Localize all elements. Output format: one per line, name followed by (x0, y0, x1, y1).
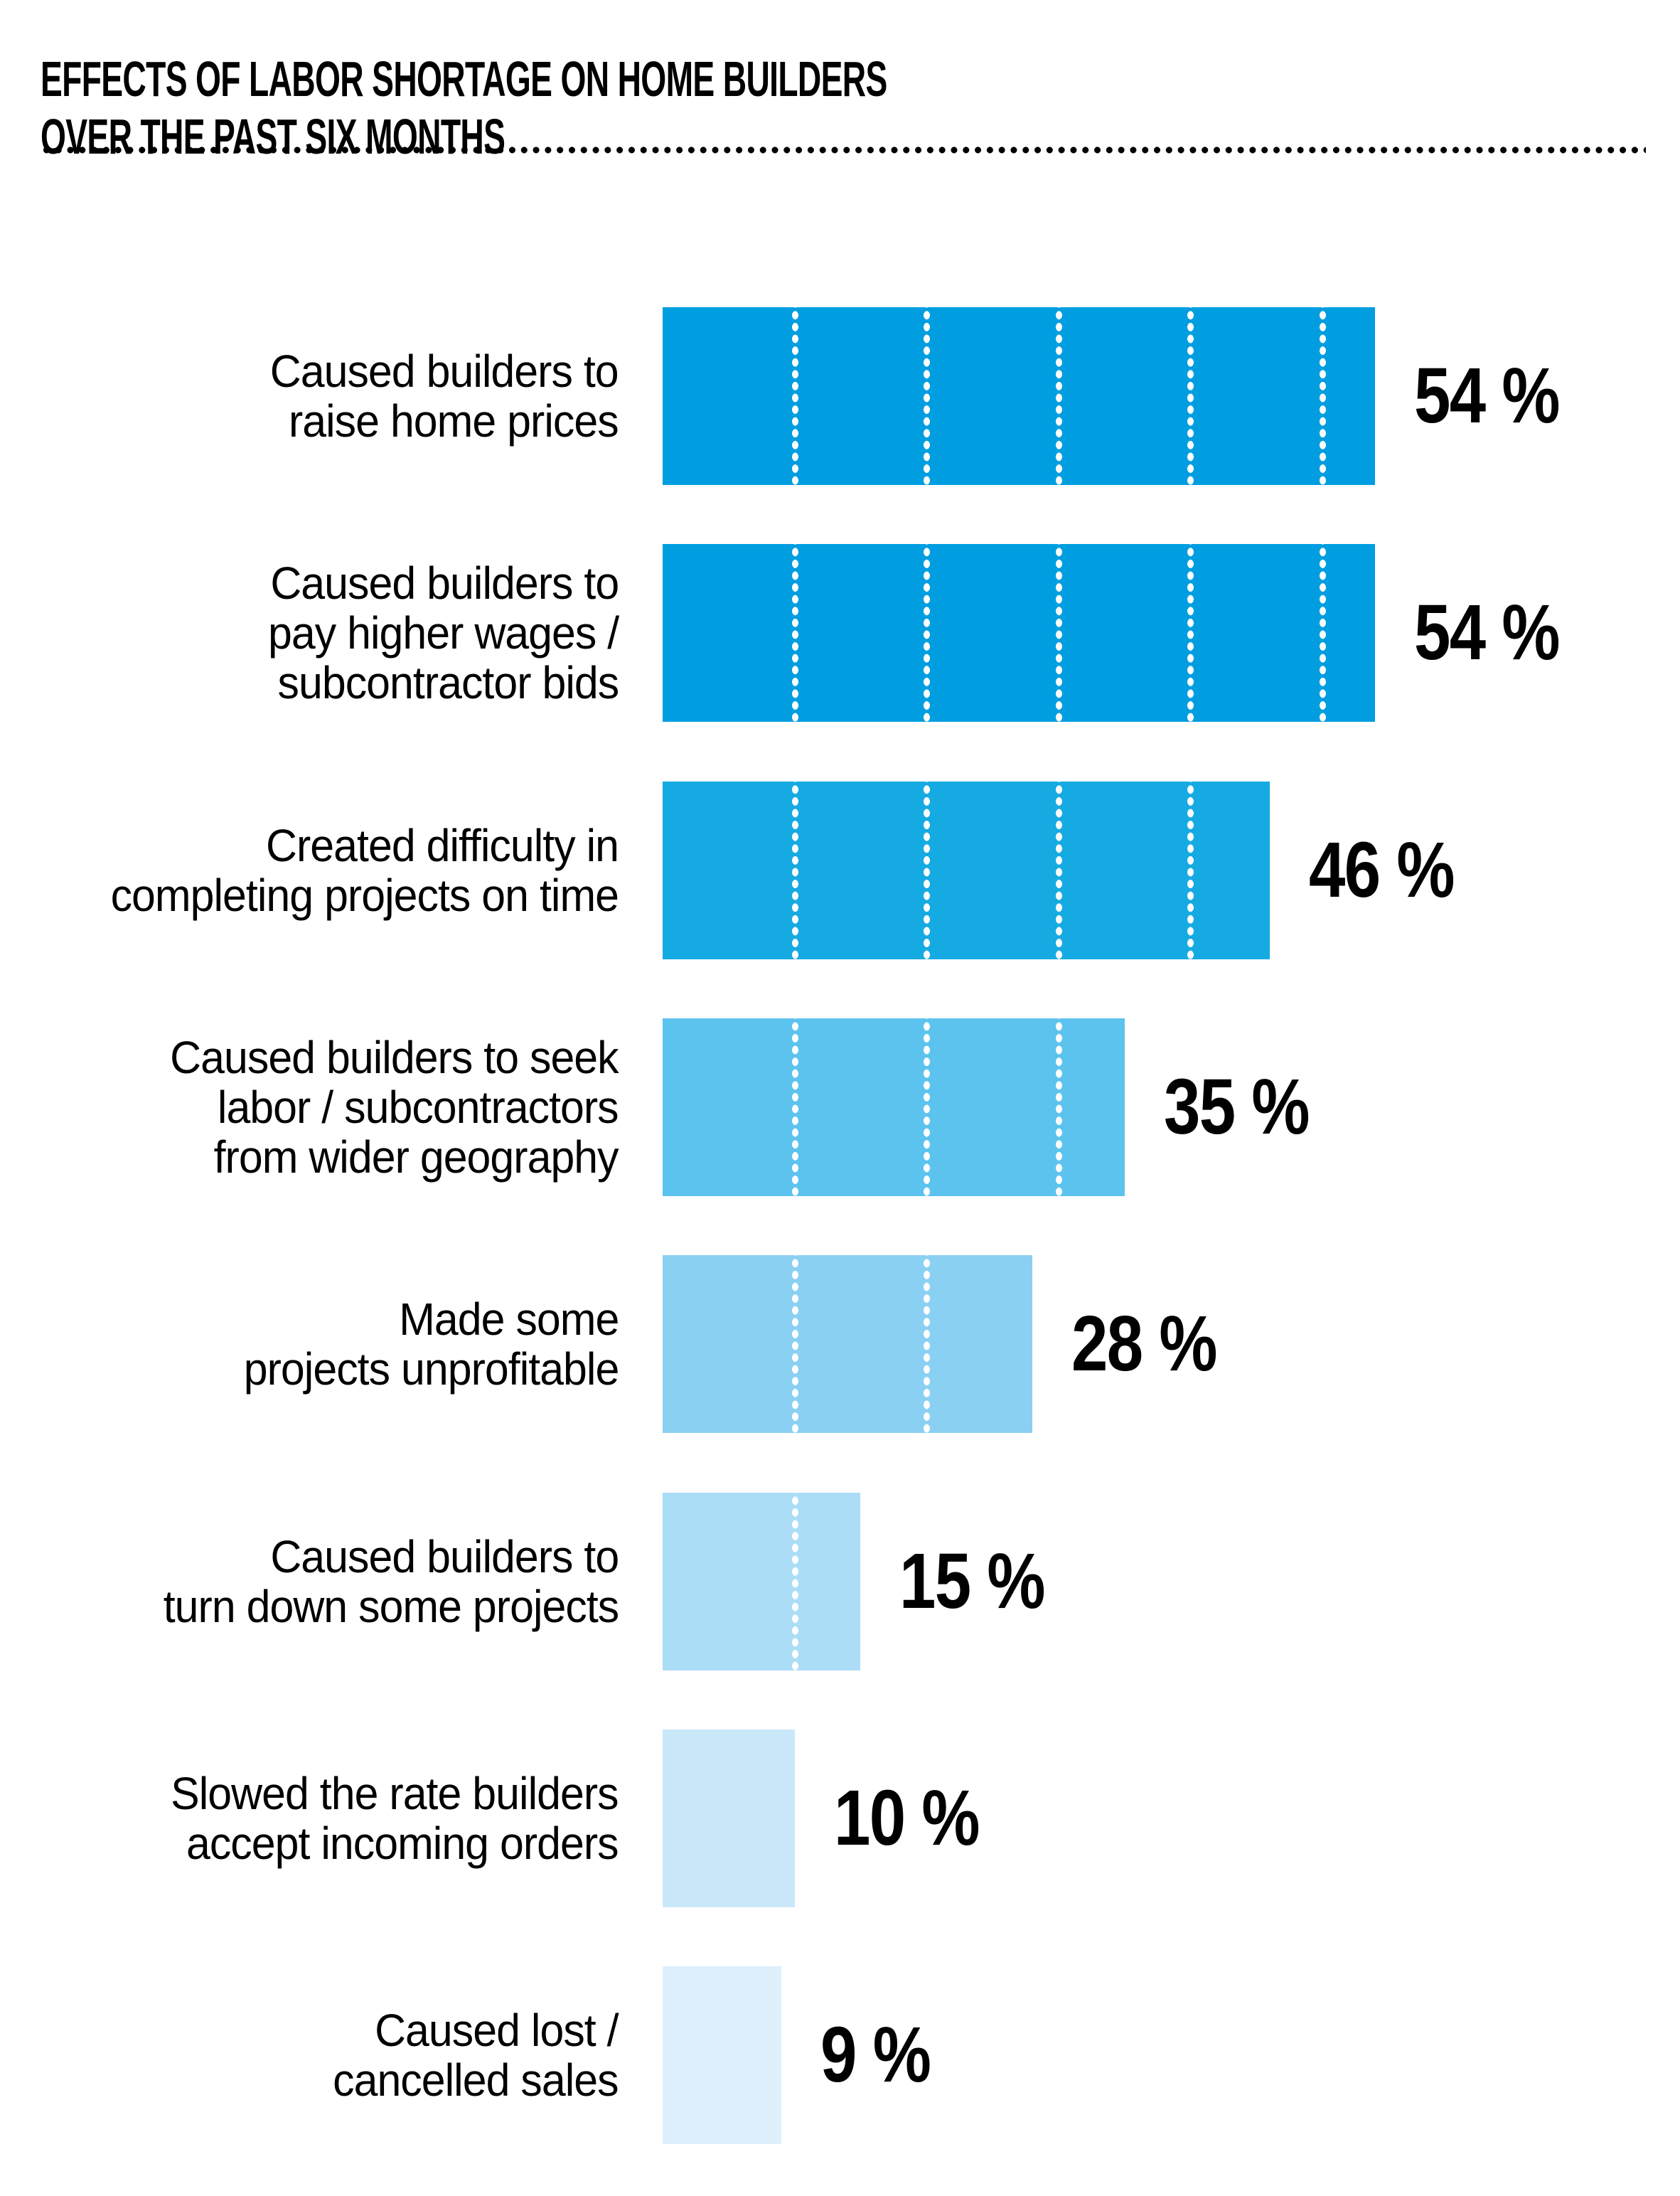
category-label-text: Caused builders to raise home prices (270, 346, 619, 447)
category-label-text: Caused lost / cancelled sales (333, 2005, 619, 2106)
bar (663, 307, 1375, 485)
category-label-text: Caused builders to turn down some project… (163, 1531, 619, 1632)
category-label-text: Caused builders to pay higher wages / subc… (267, 558, 619, 708)
bar-gridline (791, 544, 798, 722)
value-label: 10 % (834, 1729, 1007, 1907)
category-label-text: Made some projects unprofitable (243, 1294, 619, 1395)
value-label: 28 % (1071, 1255, 1244, 1433)
category-label: Caused lost / cancelled sales (0, 1966, 619, 2144)
category-label: Caused builders to turn down some project… (0, 1493, 619, 1670)
bar-gridline (923, 544, 930, 722)
bar-gridline (1187, 544, 1194, 722)
bar-gridline (1319, 544, 1326, 722)
bar (663, 1493, 860, 1670)
bar (663, 544, 1375, 722)
bar-gridline (791, 782, 798, 959)
bar-gridline (1055, 307, 1062, 485)
category-label: Caused builders to seek labor / subcontra… (0, 1018, 619, 1196)
bar-gridline (791, 1255, 798, 1433)
bar-gridline (1055, 544, 1062, 722)
bar (663, 1255, 1032, 1433)
bar-gridline (923, 1018, 930, 1196)
bar (663, 782, 1270, 959)
bar-gridline (791, 1493, 798, 1670)
category-label-text: Created difficulty in completing projects… (110, 820, 619, 921)
value-label-text: 35 % (1164, 1063, 1310, 1151)
bar-gridline (791, 307, 798, 485)
bar-gridline (1187, 307, 1194, 485)
bar-gridline (1187, 782, 1194, 959)
value-label: 35 % (1164, 1018, 1337, 1196)
bar-gridline (923, 1255, 930, 1433)
category-label: Created difficulty in completing projects… (0, 782, 619, 959)
value-label-text: 46 % (1309, 826, 1455, 914)
bar (663, 1018, 1125, 1196)
bar-gridline (1055, 782, 1062, 959)
bar-gridline (1055, 1018, 1062, 1196)
category-label: Made some projects unprofitable (0, 1255, 619, 1433)
category-label: Slowed the rate builders accept incoming … (0, 1729, 619, 1907)
category-label: Caused builders to raise home prices (0, 307, 619, 485)
value-label-text: 54 % (1414, 589, 1561, 676)
bar (663, 1729, 795, 1907)
chart-title: EFFECTS OF LABOR SHORTAGE ON HOME BUILDE… (41, 50, 887, 166)
value-label: 54 % (1414, 544, 1587, 722)
value-label: 46 % (1309, 782, 1482, 959)
value-label-text: 10 % (834, 1774, 980, 1862)
value-label-text: 54 % (1414, 352, 1561, 439)
category-label: Caused builders to pay higher wages / subc… (0, 544, 619, 722)
chart-title-line-2: OVER THE PAST SIX MONTHS (41, 108, 505, 164)
value-label: 15 % (899, 1493, 1072, 1670)
value-label: 54 % (1414, 307, 1587, 485)
value-label-text: 28 % (1071, 1300, 1218, 1387)
bar-gridline (923, 307, 930, 485)
bar-gridline (923, 782, 930, 959)
chart-title-line-1: EFFECTS OF LABOR SHORTAGE ON HOME BUILDE… (41, 50, 887, 107)
bar-gridline (1319, 307, 1326, 485)
category-label-text: Caused builders to seek labor / subcontra… (170, 1032, 619, 1183)
bar-gridline (791, 1018, 798, 1196)
value-label-text: 15 % (899, 1537, 1046, 1625)
value-label-text: 9 % (820, 2011, 931, 2099)
category-label-text: Slowed the rate builders accept incoming … (171, 1768, 619, 1869)
bar (663, 1966, 781, 2144)
dotted-divider (41, 145, 1646, 155)
value-label: 9 % (820, 1966, 951, 2144)
